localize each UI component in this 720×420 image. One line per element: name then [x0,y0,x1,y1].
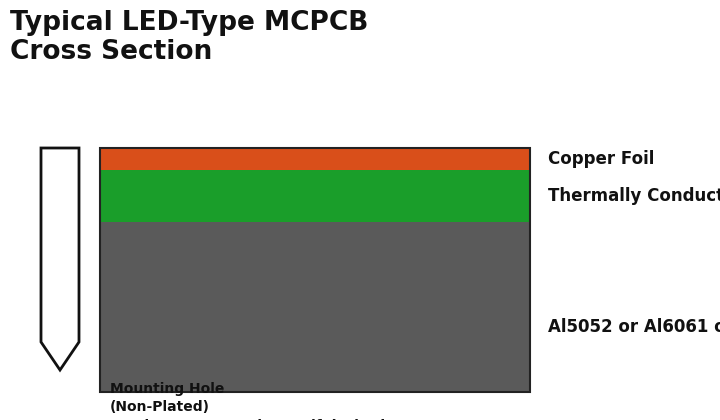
Bar [100,148,530,392]
Text: Typical LED-Type MCPCB
Cross Section: Typical LED-Type MCPCB Cross Section [10,10,369,65]
PathPatch shape [41,148,79,370]
Bar [100,222,530,392]
Text: Copper Foil: Copper Foil [548,150,654,168]
Text: Al5052 or Al6061 or Copper C1100: Al5052 or Al6061 or Copper C1100 [548,318,720,336]
Bar [100,148,530,170]
Text: Thermally Conductive Dielectric: Thermally Conductive Dielectric [548,187,720,205]
Text: Mounting Hole
(Non-Plated)
Can be countersunk, etc. if desired.: Mounting Hole (Non-Plated) Can be counte… [110,382,390,420]
Bar [100,170,530,222]
